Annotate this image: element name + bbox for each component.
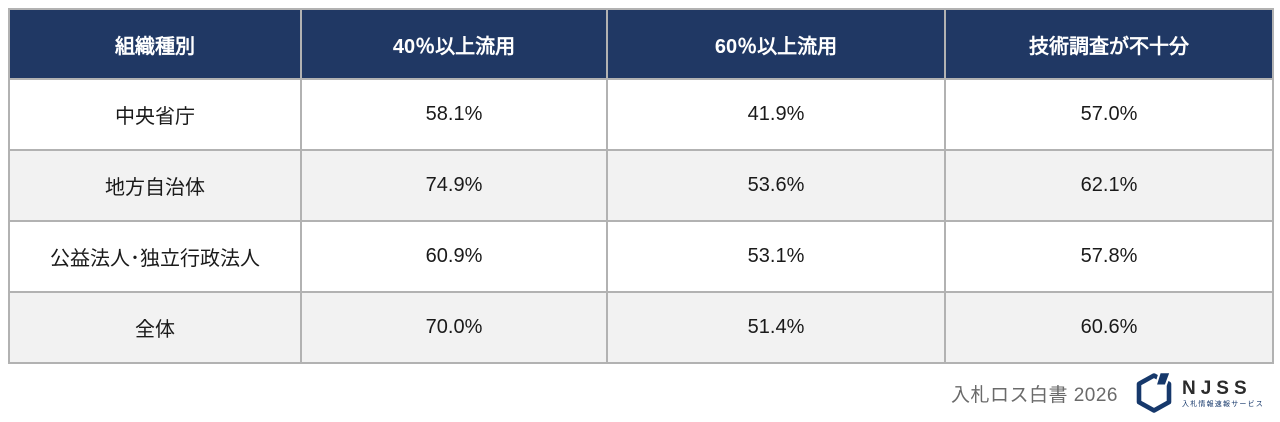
cell-value: 57.8%	[944, 220, 1274, 293]
column-header-organization-type: 組織種別	[8, 8, 302, 80]
cell-value: 53.1%	[606, 220, 946, 293]
cell-value: 57.0%	[944, 78, 1274, 151]
njss-wordmark: NJSS	[1182, 377, 1252, 399]
header-row: 組織種別 40％以上流用 60％以上流用 技術調査が不十分	[8, 8, 1274, 80]
njss-logo-text: NJSS 入札情報速報サービス	[1182, 379, 1264, 408]
njss-logo: NJSS 入札情報速報サービス	[1134, 371, 1264, 415]
hexagon-flag-icon	[1136, 371, 1173, 413]
cell-value: 62.1%	[944, 149, 1274, 222]
cell-value: 60.6%	[944, 291, 1274, 364]
njss-tagline: 入札情報速報サービス	[1182, 400, 1264, 408]
column-header-insufficient-research: 技術調査が不十分	[944, 8, 1274, 80]
cell-value: 58.1%	[300, 78, 608, 151]
footer: 入札ロス白書 2026 NJSS 入札情報速報サービス	[951, 371, 1264, 415]
column-header-60pct-diverted: 60％以上流用	[606, 8, 946, 80]
cell-value: 60.9%	[300, 220, 608, 293]
survey-table: 組織種別 40％以上流用 60％以上流用 技術調査が不十分 中央省庁 58.1%…	[8, 8, 1274, 364]
row-label-public-corporations: 公益法人･独立行政法人	[8, 220, 302, 293]
cell-value: 53.6%	[606, 149, 946, 222]
cell-value: 51.4%	[606, 291, 946, 364]
table-row: 公益法人･独立行政法人 60.9% 53.1% 57.8%	[8, 220, 1274, 293]
row-label-overall: 全体	[8, 291, 302, 364]
cell-value: 74.9%	[300, 149, 608, 222]
source-label: 入札ロス白書 2026	[950, 384, 1118, 406]
table-row: 地方自治体 74.9% 53.6% 62.1%	[8, 149, 1274, 222]
table-row: 全体 70.0% 51.4% 60.6%	[8, 291, 1274, 364]
cell-value: 70.0%	[300, 291, 608, 364]
row-label-local-government: 地方自治体	[8, 149, 302, 222]
cell-value: 41.9%	[606, 78, 946, 151]
row-label-central-government: 中央省庁	[8, 78, 302, 151]
column-header-40pct-diverted: 40％以上流用	[300, 8, 608, 80]
table-row: 中央省庁 58.1% 41.9% 57.0%	[8, 78, 1274, 151]
